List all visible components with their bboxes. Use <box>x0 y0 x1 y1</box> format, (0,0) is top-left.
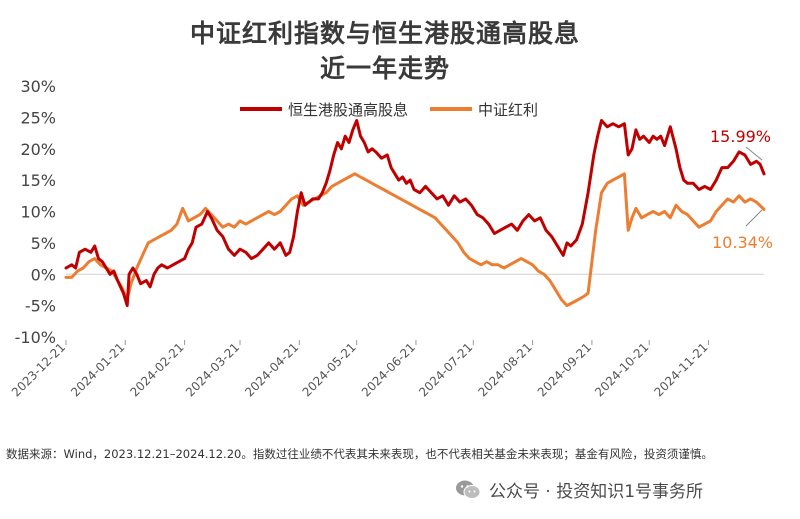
series-layer <box>64 119 766 308</box>
y-tick-label: 0% <box>31 265 56 284</box>
y-tick-label: 20% <box>20 140 56 159</box>
end-value-label: 15.99% <box>710 127 771 146</box>
series-line-1 <box>64 172 766 308</box>
x-tick-label: 2024-04-21 <box>242 340 301 399</box>
end-labels: 15.99% 10.34% <box>710 127 773 252</box>
wechat-icon <box>455 479 481 501</box>
footnote: 数据来源：Wind，2023.12.21–2024.12.20。指数过往业绩不代… <box>6 447 713 461</box>
end-value-label: 10.34% <box>712 233 773 252</box>
x-tick-label: 2024-05-21 <box>300 340 359 399</box>
x-tick-label: 2024-11-21 <box>651 340 710 399</box>
x-tick-label: 2024-02-21 <box>127 340 186 399</box>
y-tick-label: 10% <box>20 203 56 222</box>
chart-title: 中证红利指数与恒生港股通高股息 <box>189 19 580 48</box>
y-tick-label: 30% <box>20 77 56 96</box>
chart-subtitle: 近一年走势 <box>319 54 450 83</box>
x-tick-label: 2024-10-21 <box>592 340 651 399</box>
end-label-leader <box>745 209 763 227</box>
x-tick-label: 2024-06-21 <box>359 340 418 399</box>
legend: 恒生港股通高股息 中证红利 <box>240 101 538 119</box>
x-tick-label: 2024-07-21 <box>416 340 475 399</box>
y-tick-label: 5% <box>31 234 56 253</box>
y-tick-label: -10% <box>15 328 56 347</box>
y-axis: 30% 25% 20% 15% 10% 5% 0% -5% -10% <box>15 77 56 347</box>
x-tick-label: 2024-09-21 <box>535 340 594 399</box>
x-tick-label: 2024-08-21 <box>476 340 535 399</box>
x-tick-label: 2024-03-21 <box>183 340 242 399</box>
legend-label: 中证红利 <box>478 101 538 119</box>
x-tick-label: 2023-12-21 <box>9 340 68 399</box>
y-tick-label: 15% <box>20 171 56 190</box>
x-tick-label: 2024-01-21 <box>68 340 127 399</box>
watermark: 公众号 · 投资知识1号事务所 <box>455 477 703 502</box>
y-tick-label: 25% <box>20 108 56 127</box>
y-tick-label: -5% <box>25 297 56 316</box>
series-line-0 <box>64 119 766 308</box>
legend-label: 恒生港股通高股息 <box>288 101 408 119</box>
watermark-text: 公众号 · 投资知识1号事务所 <box>489 482 704 502</box>
end-label-leader <box>745 146 763 161</box>
